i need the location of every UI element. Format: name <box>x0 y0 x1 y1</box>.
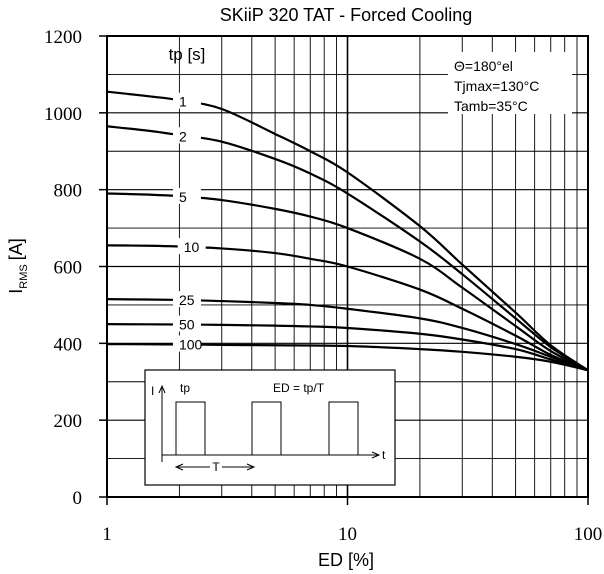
inset-pulse-1 <box>175 401 206 455</box>
curve-label-25: 25 <box>179 292 195 308</box>
y-axis-label: IRMS [A] <box>6 238 30 293</box>
x-tick-label: 1 <box>102 524 112 545</box>
curve-label-5: 5 <box>179 189 187 205</box>
x-tick-label: 100 <box>574 524 603 545</box>
curve-label-bg <box>177 238 206 255</box>
curve-label-bg <box>172 127 201 144</box>
y-tick-label: 200 <box>54 411 83 432</box>
inset-y-arrow <box>158 384 166 394</box>
inset-formula: ED = tp/T <box>273 381 325 395</box>
y-tick-label: 800 <box>54 181 83 202</box>
curve-label-1: 1 <box>179 94 187 110</box>
annotation-0: Θ=180°el <box>454 58 513 74</box>
curve-label-2: 2 <box>179 128 187 144</box>
y-tick-label: 1000 <box>44 104 82 125</box>
curve-label-bg <box>172 92 201 109</box>
inset-box <box>144 369 396 486</box>
curve-label-10: 10 <box>184 239 200 255</box>
curve-label-bg <box>172 335 201 352</box>
series-group <box>106 90 589 372</box>
y-axis-label-main: I <box>6 289 26 294</box>
curve-label-bg <box>172 291 201 308</box>
curve-label-bg <box>172 315 201 332</box>
inset-x-arrow <box>371 451 381 459</box>
inset-y-label: I <box>151 384 154 398</box>
inset-pulse-2 <box>251 401 282 455</box>
y-tick-label: 1200 <box>44 27 82 48</box>
annotation-box <box>448 52 572 114</box>
series-line-10 <box>106 244 589 372</box>
inset-period-arrow-left <box>174 463 184 471</box>
x-tick-label: 10 <box>338 524 357 545</box>
curve-label-bg <box>172 187 201 204</box>
inset-period-arrow-right <box>246 463 256 471</box>
y-axis-label-sub: RMS <box>18 264 30 288</box>
y-axis-label-unit: [A] <box>6 238 26 260</box>
annotation-group: Θ=180°el Tjmax=130°C Tamb=35°C <box>448 52 572 114</box>
y-tick-labels: 0 200 400 600 800 1000 1200 <box>44 27 107 509</box>
series-line-50 <box>106 323 589 372</box>
curve-label-100: 100 <box>179 337 203 353</box>
y-tick-label: 600 <box>54 258 83 279</box>
annotation-2: Tamb=35°C <box>454 98 528 114</box>
chart-title: SKiiP 320 TAT - Forced Cooling <box>220 5 472 25</box>
inset-pulse-3 <box>328 401 359 455</box>
x-tick-labels: 1 10 100 <box>102 497 602 545</box>
x-axis-label: ED [%] <box>318 550 374 570</box>
inset-x-label: t <box>382 448 386 462</box>
y-tick-label: 400 <box>54 334 83 355</box>
annotation-1: Tjmax=130°C <box>454 78 539 94</box>
series-line-25 <box>106 298 589 372</box>
inset-diagram: I t tp ED = tp/T T <box>144 369 396 486</box>
legend-title: tp [s] <box>169 45 206 64</box>
inset-period-label: T <box>212 460 220 474</box>
y-tick-label: 0 <box>73 488 83 509</box>
inset-pulse-label: tp <box>180 381 190 395</box>
curve-label-50: 50 <box>179 317 195 333</box>
